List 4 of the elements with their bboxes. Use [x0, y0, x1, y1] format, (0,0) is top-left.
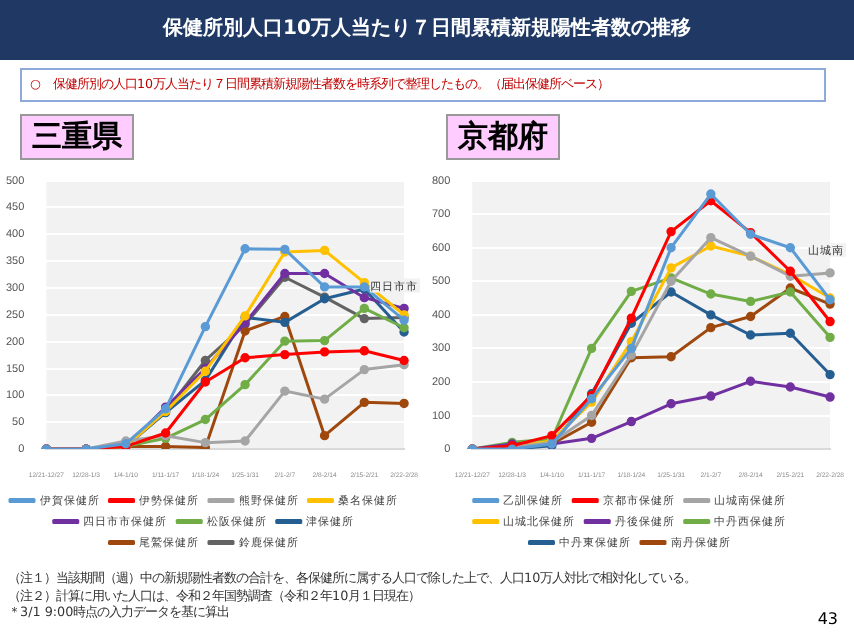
chart-title: 京都府 [446, 114, 560, 160]
chart-title: 三重県 [20, 114, 134, 160]
text: 保健所別人口10万人当たり７日間累積新規陽性者数の推移 [0, 0, 854, 60]
text: 43 [817, 610, 838, 628]
